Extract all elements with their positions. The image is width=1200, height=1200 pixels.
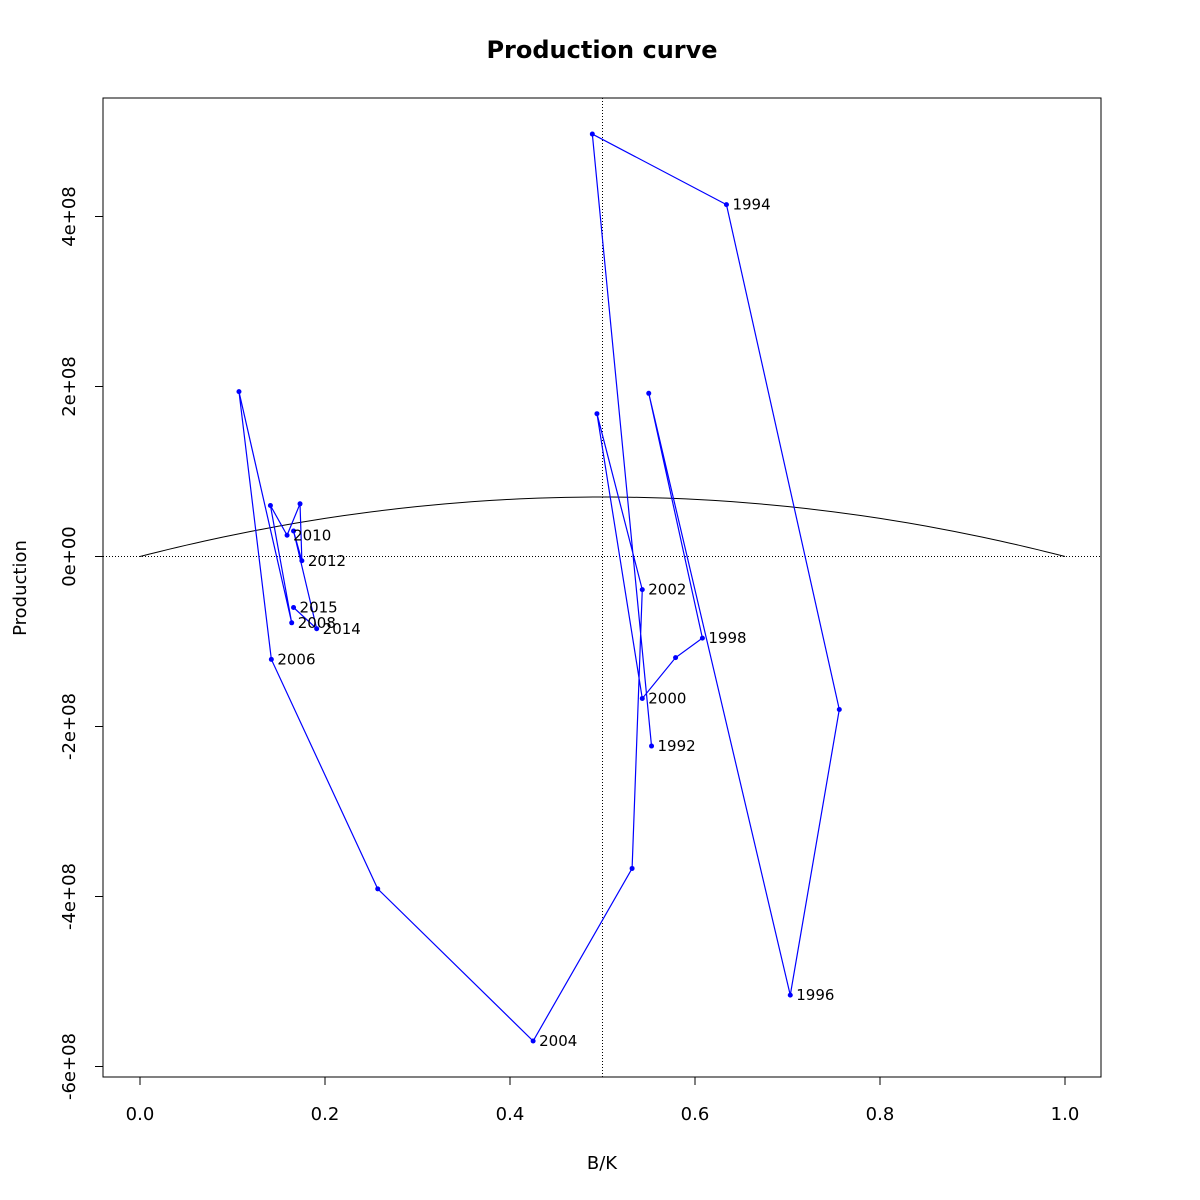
- data-point: [530, 1038, 536, 1044]
- data-point: [299, 558, 305, 564]
- point-label-2008: 2008: [298, 614, 336, 632]
- point-label-2012: 2012: [308, 552, 346, 570]
- y-tick-label: 4e+08: [59, 186, 80, 247]
- y-tick-label: -4e+08: [59, 863, 80, 930]
- data-point: [289, 620, 295, 626]
- data-point: [291, 605, 297, 610]
- point-label-1992: 1992: [658, 737, 696, 755]
- x-tick-label: 1.0: [1051, 1104, 1080, 1125]
- reference-lines: [103, 98, 1101, 1077]
- data-point: [649, 743, 655, 749]
- data-point: [284, 532, 290, 538]
- production-curve-layer: [139, 496, 1066, 557]
- y-tick-label: -6e+08: [59, 1033, 80, 1100]
- data-point: [646, 390, 652, 396]
- point-label-2010: 2010: [293, 526, 331, 544]
- chart-title: Production curve: [486, 36, 717, 64]
- y-axis: -6e+08 -4e+08 -2e+08 0e+00 2e+08 4e+08: [59, 186, 104, 1100]
- data-point: [589, 131, 595, 137]
- data-point: [673, 655, 679, 661]
- point-label-1994: 1994: [732, 196, 770, 214]
- x-tick-label: 0.0: [126, 1104, 155, 1125]
- y-tick-label: 0e+00: [59, 526, 80, 587]
- trajectory-layer: [236, 131, 842, 1044]
- data-point: [291, 528, 297, 534]
- y-tick-label: 2e+08: [59, 356, 80, 417]
- data-point: [639, 695, 645, 701]
- point-label-2006: 2006: [277, 650, 315, 668]
- x-tick-label: 0.6: [681, 1104, 710, 1125]
- data-point: [268, 656, 274, 662]
- point-labels-layer: 1992 1994 1996 1998 2000 2002 2004 2006 2008 2010…: [277, 196, 834, 1050]
- production-curve-line: [139, 496, 1066, 557]
- trajectory-line: [238, 133, 840, 1042]
- y-axis-label: Production: [10, 540, 31, 636]
- point-label-2000: 2000: [648, 689, 686, 707]
- point-label-2014: 2014: [323, 620, 361, 638]
- point-label-2002: 2002: [648, 581, 686, 599]
- y-tick-label: -2e+08: [59, 693, 80, 760]
- data-point: [236, 389, 242, 395]
- x-tick-label: 0.8: [866, 1104, 895, 1125]
- data-point: [723, 202, 729, 208]
- point-label-2004: 2004: [539, 1032, 577, 1050]
- data-point: [594, 411, 600, 417]
- data-point: [699, 635, 705, 641]
- data-point: [375, 886, 381, 892]
- data-point: [267, 503, 273, 508]
- point-label-1996: 1996: [796, 986, 834, 1004]
- point-label-2015: 2015: [300, 599, 338, 617]
- x-tick-label: 0.2: [311, 1104, 340, 1125]
- data-point: [639, 587, 645, 593]
- x-axis: 0.0 0.2 0.4 0.6 0.8 1.0: [126, 1076, 1080, 1125]
- x-axis-label: B/K: [587, 1153, 618, 1174]
- point-label-1998: 1998: [708, 629, 746, 647]
- data-point: [787, 992, 793, 998]
- x-tick-label: 0.4: [496, 1104, 525, 1125]
- data-point: [836, 707, 842, 712]
- data-point: [297, 501, 303, 507]
- data-point: [314, 626, 320, 632]
- data-point: [629, 865, 635, 871]
